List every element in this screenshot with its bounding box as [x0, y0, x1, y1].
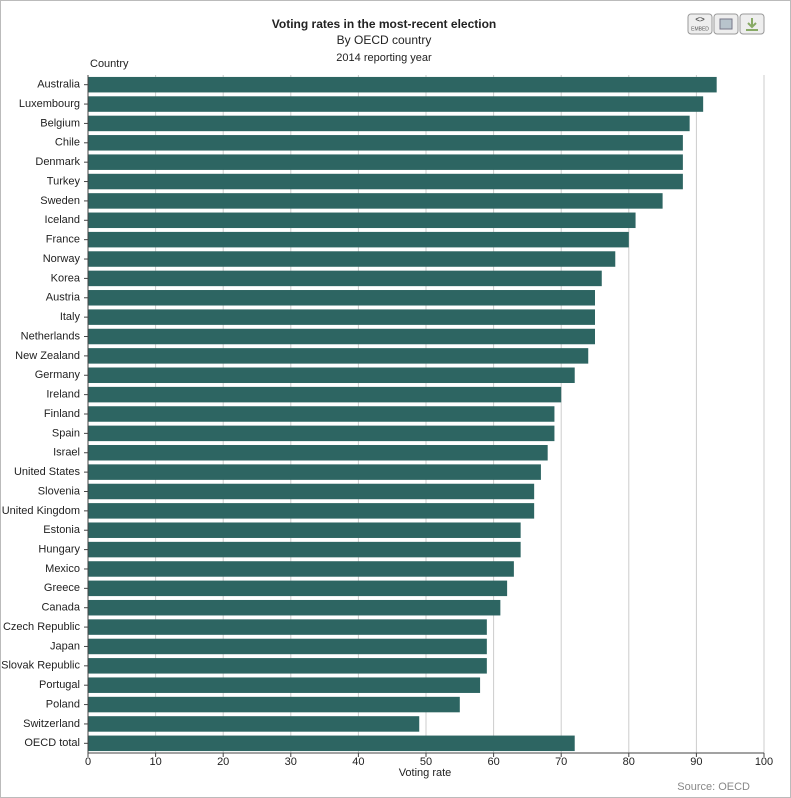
toolbar: <> EMBED — [687, 13, 765, 35]
bar — [88, 522, 521, 538]
y-axis-label: Country — [90, 58, 129, 70]
source: Source: OECD — [677, 781, 750, 793]
x-tick-label: 50 — [420, 756, 432, 768]
y-tick-label: Japan — [50, 640, 80, 652]
y-tick-label: Iceland — [45, 214, 80, 226]
bar — [88, 290, 595, 306]
bar — [88, 406, 555, 422]
y-tick-label: Greece — [44, 582, 80, 594]
bar — [88, 96, 704, 112]
y-tick-label: Mexico — [45, 563, 80, 575]
y-tick-label: Norway — [43, 253, 81, 265]
y-tick-label: Luxembourg — [19, 98, 80, 110]
bar — [88, 135, 683, 151]
x-tick-label: 80 — [623, 756, 635, 768]
x-tick-label: 30 — [285, 756, 297, 768]
bar — [88, 735, 575, 752]
y-tick-label: New Zealand — [15, 350, 80, 362]
y-tick-label: Austria — [46, 292, 81, 304]
y-tick-label: France — [46, 234, 80, 246]
y-tick-label: Germany — [35, 369, 81, 381]
bar — [88, 212, 636, 229]
bar — [88, 716, 420, 732]
bar — [88, 561, 514, 577]
bar — [88, 638, 487, 655]
x-axis-label: Voting rate — [399, 767, 452, 779]
bar — [88, 270, 602, 287]
bar — [88, 483, 535, 500]
x-tick-label: 90 — [690, 756, 702, 768]
y-tick-label: Chile — [55, 137, 80, 149]
y-tick-label: Australia — [37, 79, 81, 91]
bar — [88, 76, 717, 93]
bar — [88, 464, 541, 480]
bar — [88, 444, 548, 461]
y-tick-label: Canada — [41, 602, 80, 614]
y-tick-label: Czech Republic — [3, 621, 81, 633]
download-icon — [746, 18, 758, 31]
y-tick-label: Ireland — [46, 389, 80, 401]
bar — [88, 580, 508, 597]
y-tick-label: Turkey — [47, 175, 81, 187]
bar — [88, 658, 487, 674]
bar — [88, 386, 562, 403]
bar — [88, 348, 589, 364]
embed-label: EMBED — [691, 26, 709, 32]
bar — [88, 173, 683, 190]
bar — [88, 309, 595, 325]
bar — [88, 696, 460, 713]
bar — [88, 599, 501, 616]
bar — [88, 541, 521, 558]
bar — [88, 115, 690, 132]
bar — [88, 677, 481, 693]
y-tick-label: Slovenia — [38, 485, 81, 497]
x-tick-label: 20 — [217, 756, 229, 768]
chart-title: Voting rates in the most-recent election — [272, 17, 496, 31]
y-tick-label: Spain — [52, 427, 80, 439]
y-tick-label: United Kingdom — [2, 505, 80, 517]
y-tick-label: Israel — [53, 447, 80, 459]
x-tick-label: 0 — [85, 756, 91, 768]
x-tick-label: 70 — [555, 756, 567, 768]
y-tick-label: Korea — [51, 272, 81, 284]
y-tick-label: Estonia — [43, 524, 81, 536]
bar — [88, 231, 629, 248]
bar — [88, 425, 555, 442]
bar — [88, 619, 487, 635]
x-tick-label: 100 — [755, 756, 773, 768]
embed-button[interactable] — [687, 13, 713, 35]
x-tick-label: 60 — [487, 756, 499, 768]
chart-subtitle: By OECD country — [337, 33, 432, 47]
y-tick-label: Poland — [46, 698, 80, 710]
y-tick-label: Switzerland — [23, 718, 80, 730]
bar — [88, 328, 595, 345]
y-tick-label: Italy — [60, 311, 81, 323]
y-tick-label: Finland — [44, 408, 80, 420]
bar — [88, 251, 616, 267]
bar — [88, 154, 683, 170]
svg-text:<>: <> — [695, 15, 705, 24]
y-tick-label: United States — [14, 466, 81, 478]
x-tick-label: 10 — [149, 756, 161, 768]
bar — [88, 193, 663, 209]
y-tick-label: Slovak Republic — [1, 660, 80, 672]
y-tick-label: Netherlands — [21, 330, 81, 342]
print-icon — [719, 18, 733, 30]
x-tick-label: 40 — [352, 756, 364, 768]
bar — [88, 367, 575, 384]
chart-subtitle: 2014 reporting year — [336, 52, 432, 64]
y-tick-label: Belgium — [40, 117, 80, 129]
y-tick-label: Denmark — [35, 156, 80, 168]
y-tick-label: Portugal — [39, 679, 80, 691]
y-tick-label: Hungary — [38, 544, 80, 556]
bar — [88, 503, 535, 519]
y-tick-label: Sweden — [40, 195, 80, 207]
y-tick-label: OECD total — [24, 737, 80, 749]
